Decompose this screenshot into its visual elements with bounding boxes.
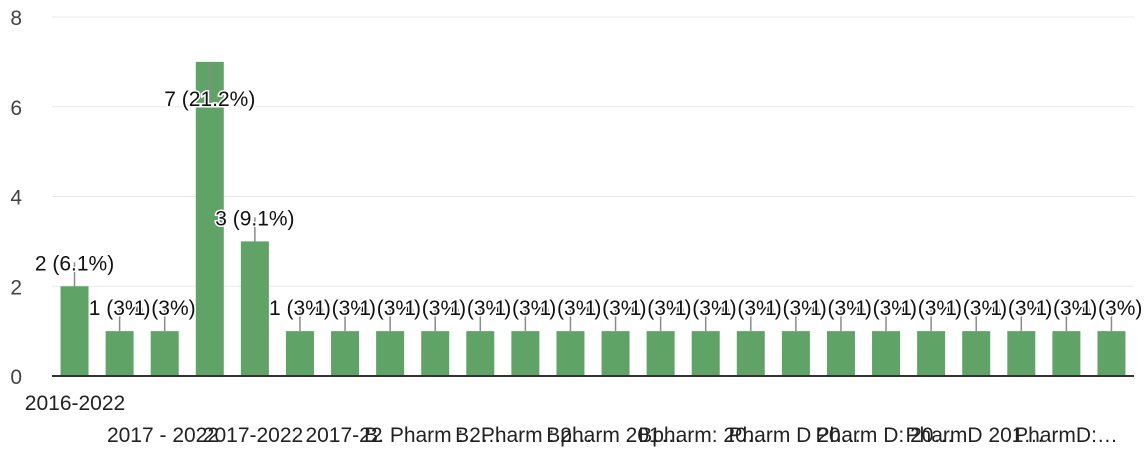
data-label: 3 (9.1%)	[215, 207, 294, 230]
x-category-label: PharmD:…	[1014, 424, 1118, 447]
data-label: 1 (3%)	[89, 297, 151, 320]
data-label: 1 (3%)	[810, 297, 872, 320]
data-label: 1 (3%)	[720, 297, 782, 320]
data-label-leaders	[73, 61, 1113, 332]
data-label: 1 (3%)	[269, 297, 331, 320]
bar	[962, 331, 991, 376]
bar	[691, 331, 720, 376]
data-label: 1 (3%)	[585, 297, 647, 320]
data-label: 1 (3%)	[900, 297, 962, 320]
data-label: 1 (3%)	[359, 297, 421, 320]
bar	[646, 331, 675, 376]
bar	[872, 331, 901, 376]
y-tick-label: 2	[10, 276, 22, 299]
y-axis: 0 2 4 6 8	[10, 7, 22, 389]
bar	[240, 241, 269, 376]
y-tick-label: 0	[10, 366, 22, 389]
x-category-label: 2017-22	[305, 424, 382, 447]
x-category-label: B. Pharm : 2…	[364, 424, 502, 447]
bar	[1007, 331, 1036, 376]
data-label: 1 (3%)	[404, 297, 466, 320]
bar	[150, 331, 179, 376]
data-label: 1 (3%)	[494, 297, 556, 320]
data-label: 1 (3%)	[675, 297, 737, 320]
bars	[60, 61, 1126, 376]
data-label: 1 (3%)	[945, 297, 1007, 320]
data-label: 1 (3%)	[630, 297, 692, 320]
bar	[511, 331, 540, 376]
bar	[917, 331, 946, 376]
data-label: 1 (3%)	[134, 297, 196, 320]
y-tick-label: 4	[10, 187, 22, 210]
bar	[826, 331, 855, 376]
data-labels: 2 (6.1%)1 (3%)1 (3%)7 (21.2%)3 (9.1%)1 (…	[33, 86, 1144, 321]
bar	[781, 331, 810, 376]
y-tick-label: 6	[10, 97, 22, 120]
bar	[60, 286, 89, 376]
x-category-label: 2016-2022	[25, 392, 125, 415]
data-label: 7 (21.2%)	[164, 88, 255, 111]
bar	[736, 331, 765, 376]
bar	[376, 331, 405, 376]
x-category-label: Pharm D 20…	[728, 424, 861, 447]
data-label: 1 (3%)	[1081, 297, 1143, 320]
data-label: 1 (3%)	[314, 297, 376, 320]
bar	[556, 331, 585, 376]
bar	[1052, 331, 1081, 376]
bar	[331, 331, 360, 376]
bar	[1097, 331, 1126, 376]
bar	[601, 331, 630, 376]
x-category-label: PharmD 201…	[906, 424, 1045, 447]
x-category-label: Bpharm 201…	[546, 424, 681, 447]
x-category-label: B. Pharm : 2…	[455, 424, 593, 447]
x-category-label: 2017 - 2022	[107, 424, 219, 447]
bar	[466, 331, 495, 376]
x-category-label: 2017-2022	[203, 424, 303, 447]
data-label: 2 (6.1%)	[35, 252, 114, 275]
data-label: 1 (3%)	[540, 297, 602, 320]
x-category-label: Bpharm: 20…	[638, 424, 768, 447]
data-label: 1 (3%)	[990, 297, 1052, 320]
data-label: 1 (3%)	[1035, 297, 1097, 320]
x-category-label: Pharm D: 20…	[816, 424, 955, 447]
bar	[195, 61, 224, 376]
bar	[105, 331, 134, 376]
bar	[421, 331, 450, 376]
y-tick-label: 8	[10, 7, 22, 30]
bar	[285, 331, 314, 376]
data-label: 1 (3%)	[855, 297, 917, 320]
data-label: 1 (3%)	[449, 297, 511, 320]
data-label: 1 (3%)	[765, 297, 827, 320]
gridlines	[52, 16, 1134, 287]
